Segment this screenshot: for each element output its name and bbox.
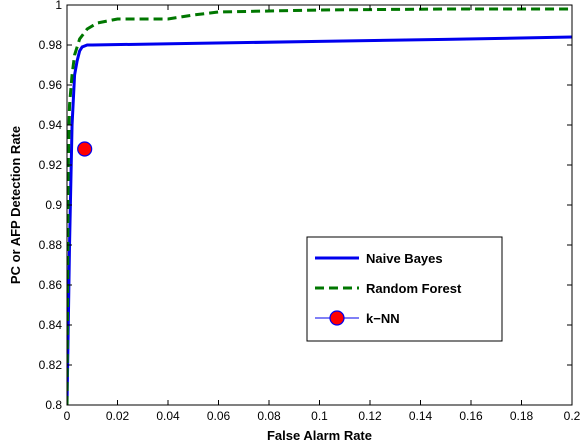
y-tick-label: 0.96 [39, 78, 63, 92]
k-nn-point [77, 141, 93, 157]
x-tick-label: 0.16 [459, 409, 483, 423]
random-forest-line [67, 7, 572, 405]
y-tick-label: 0.86 [39, 278, 63, 292]
y-tick-label: 0.9 [45, 198, 62, 212]
x-tick-label: 0.06 [207, 409, 231, 423]
x-tick-label: 0.2 [564, 409, 581, 423]
y-tick-label: 0.98 [39, 38, 63, 52]
y-tick-label: 0.82 [39, 358, 63, 372]
plot-area [67, 5, 572, 405]
legend-label-random-forest: Random Forest [366, 281, 462, 296]
x-tick-label: 0.02 [106, 409, 130, 423]
x-axis-title: False Alarm Rate [267, 428, 372, 443]
legend: Naive Bayes Random Forest k−NN [306, 236, 503, 342]
x-tick-label: 0 [64, 409, 71, 423]
y-tick-label: 0.84 [39, 318, 63, 332]
legend-label-k-nn: k−NN [366, 311, 400, 326]
x-tick-label: 0.18 [510, 409, 534, 423]
x-tick-label: 0.04 [156, 409, 180, 423]
y-tick-label: 0.88 [39, 238, 63, 252]
y-tick-label: 0.92 [39, 158, 63, 172]
legend-label-naive-bayes: Naive Bayes [366, 251, 443, 266]
x-tick-label: 0.08 [257, 409, 281, 423]
legend-marker-k-nn [329, 310, 345, 326]
y-axis-title: PC or AFP Detection Rate [8, 126, 23, 284]
x-tick-label: 0.1 [311, 409, 328, 423]
naive-bayes-line [67, 35, 572, 405]
y-tick-label: 0.8 [45, 398, 62, 412]
y-tick-label: 1 [55, 0, 62, 12]
x-tick-label: 0.12 [358, 409, 382, 423]
x-tick-label: 0.14 [409, 409, 433, 423]
y-tick-label: 0.94 [39, 118, 63, 132]
